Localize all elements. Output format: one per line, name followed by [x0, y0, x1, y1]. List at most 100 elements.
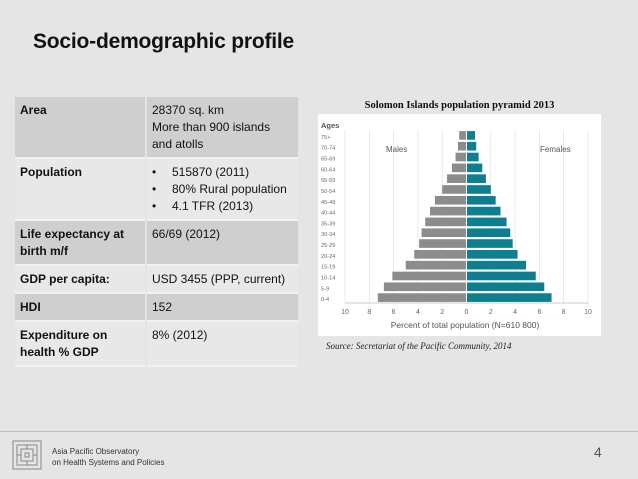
- label-line: Life expectancy at: [20, 227, 125, 241]
- female-bar: [466, 239, 513, 248]
- gdp-value: USD 3455 (PPP, current): [146, 265, 298, 293]
- x-tick-label: 4: [416, 309, 420, 316]
- female-bar: [466, 206, 501, 216]
- profile-table: Area 28370 sq. km More than 900 islands …: [15, 97, 298, 367]
- label-line: birth m/f: [20, 244, 68, 258]
- age-group-label: 10-14: [321, 275, 335, 281]
- organization-name: Asia Pacific Observatory on Health Syste…: [52, 446, 165, 468]
- age-group-label: 75+: [321, 135, 331, 141]
- female-bar: [466, 174, 486, 183]
- page-title: Socio-demographic profile: [33, 30, 295, 53]
- male-bar: [457, 141, 467, 151]
- age-group-label: 15-19: [321, 265, 335, 271]
- ages-axis-title: Ages: [321, 121, 339, 130]
- male-bar: [455, 152, 467, 162]
- life-expectancy-label: Life expectancy at birth m/f: [15, 220, 147, 265]
- male-bar: [392, 271, 467, 281]
- population-bullet: 4.1 TFR (2013): [152, 198, 293, 215]
- female-bar: [466, 271, 536, 281]
- legend-males: Males: [386, 145, 407, 154]
- age-group-label: 40-44: [321, 211, 335, 217]
- area-value-line: and atolls: [152, 137, 204, 151]
- population-bullet: 80% Rural population: [152, 181, 293, 198]
- male-bar: [377, 293, 467, 302]
- area-value: 28370 sq. km More than 900 islands and a…: [146, 97, 298, 158]
- age-group-label: 20-24: [321, 254, 335, 260]
- observatory-logo-icon: [12, 440, 42, 470]
- female-bar: [466, 260, 527, 270]
- male-bar: [430, 206, 467, 216]
- table-row: Life expectancy at birth m/f 66/69 (2012…: [15, 220, 298, 265]
- age-group-label: 55-59: [321, 178, 335, 184]
- age-group-label: 30-34: [321, 232, 335, 238]
- female-bar: [466, 185, 491, 194]
- x-tick-label: 2: [489, 309, 493, 316]
- male-bar: [459, 131, 467, 140]
- hdi-label: HDI: [15, 293, 147, 321]
- male-bar: [451, 163, 467, 173]
- label-line: Expenditure on: [20, 328, 108, 342]
- table-row: Area 28370 sq. km More than 900 islands …: [15, 97, 298, 158]
- male-bar: [421, 228, 467, 238]
- age-group-label: 5-9: [321, 286, 329, 292]
- table-row: Population 515870 (2011) 80% Rural popul…: [15, 158, 298, 220]
- male-bar: [383, 282, 467, 292]
- female-bar: [466, 228, 511, 238]
- area-value-line: More than 900 islands: [152, 120, 271, 134]
- population-label: Population: [15, 158, 147, 220]
- footer-divider: [0, 431, 638, 432]
- population-bullet: 515870 (2011): [152, 164, 293, 181]
- female-bar: [466, 217, 507, 227]
- female-bar: [466, 250, 518, 259]
- female-bar: [466, 293, 552, 302]
- source-note: Source: Secretariat of the Pacific Commu…: [326, 341, 512, 351]
- area-label: Area: [15, 97, 147, 158]
- female-bar: [466, 152, 479, 162]
- chart-title: Solomon Islands population pyramid 2013: [364, 100, 555, 111]
- page-number: 4: [594, 444, 602, 460]
- x-tick-label: 0: [465, 309, 469, 316]
- x-tick-label: 10: [584, 309, 592, 316]
- age-group-label: 45-49: [321, 200, 335, 206]
- table-row: HDI 152: [15, 293, 298, 321]
- hdi-value: 152: [146, 293, 298, 321]
- male-bar: [414, 250, 467, 259]
- table-row: GDP per capita: USD 3455 (PPP, current): [15, 265, 298, 293]
- org-line: Asia Pacific Observatory: [52, 447, 140, 456]
- age-group-label: 0-4: [321, 297, 329, 303]
- x-tick-label: 6: [537, 309, 541, 316]
- expenditure-value: 8% (2012): [146, 321, 298, 366]
- x-tick-label: 8: [562, 309, 566, 316]
- table-row: Expenditure on health % GDP 8% (2012): [15, 321, 298, 366]
- expenditure-label: Expenditure on health % GDP: [15, 321, 147, 366]
- age-group-label: 60-64: [321, 167, 335, 173]
- male-bar: [425, 217, 467, 227]
- female-bar: [466, 282, 545, 292]
- x-tick-label: 8: [367, 309, 371, 316]
- population-value: 515870 (2011) 80% Rural population 4.1 T…: [146, 158, 298, 220]
- male-bar: [434, 195, 467, 205]
- female-bar: [466, 195, 496, 205]
- x-tick-label: 6: [392, 309, 396, 316]
- age-group-label: 70-74: [321, 146, 335, 152]
- life-expectancy-value: 66/69 (2012): [146, 220, 298, 265]
- x-tick-label: 4: [513, 309, 517, 316]
- female-bar: [466, 163, 483, 173]
- x-tick-label: 10: [341, 309, 349, 316]
- age-group-label: 50-54: [321, 189, 335, 195]
- population-pyramid-chart: 10 8 6 4 2 0 2 4 6 8 10 75+ 70-74 65-69 60-64 55-59 50-5…: [318, 114, 601, 336]
- legend-females: Females: [540, 145, 571, 154]
- female-bar: [466, 131, 476, 140]
- org-line: on Health Systems and Policies: [52, 458, 165, 467]
- area-value-line: 28370 sq. km: [152, 103, 225, 117]
- male-bar: [442, 185, 467, 194]
- gdp-label: GDP per capita:: [15, 265, 147, 293]
- male-bar: [447, 174, 467, 183]
- male-bar: [405, 260, 467, 270]
- female-bar: [466, 141, 477, 151]
- male-bar: [419, 239, 467, 248]
- age-group-label: 35-39: [321, 221, 335, 227]
- label-line: health % GDP: [20, 345, 99, 359]
- x-axis-label: Percent of total population (N=610 800): [391, 320, 540, 330]
- age-group-label: 65-69: [321, 157, 335, 163]
